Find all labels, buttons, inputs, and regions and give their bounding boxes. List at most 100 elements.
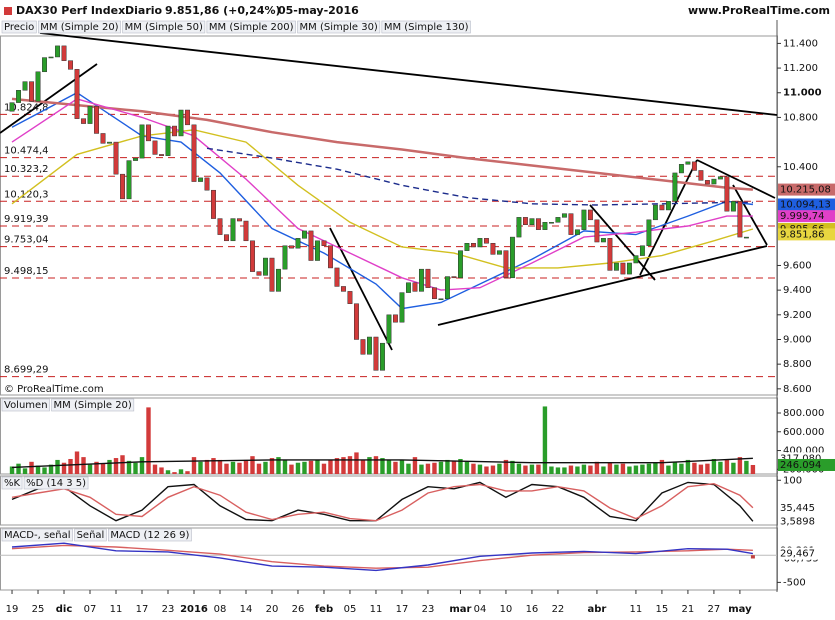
candle xyxy=(425,268,431,288)
trend-line xyxy=(696,159,776,199)
x-tick-label: 17 xyxy=(396,604,409,615)
x-tick-label: 11 xyxy=(630,604,643,615)
x-tick-label: 2016 xyxy=(180,604,208,615)
candle xyxy=(464,243,470,251)
volume-bar xyxy=(601,466,606,474)
value-box-label: 10.215,08 xyxy=(780,185,831,196)
candle xyxy=(633,255,639,264)
volume-bar xyxy=(425,463,431,474)
legend-label: MACD-, señal xyxy=(4,530,71,541)
candle xyxy=(672,172,678,202)
legend-box xyxy=(297,20,381,34)
volume-bar xyxy=(594,461,600,474)
candle xyxy=(308,230,314,261)
ma-line xyxy=(11,129,754,269)
volume-bar xyxy=(87,464,93,474)
candle xyxy=(269,257,275,292)
candle xyxy=(94,106,99,134)
candle xyxy=(529,218,535,226)
candle xyxy=(139,124,145,159)
candle xyxy=(113,141,119,175)
candle xyxy=(334,267,340,287)
candle xyxy=(594,219,600,243)
candle xyxy=(295,238,301,249)
candle xyxy=(399,292,405,323)
level-label: 9.498,15 xyxy=(4,266,49,277)
ma-line xyxy=(11,457,753,469)
volume-bar xyxy=(178,469,184,474)
candle xyxy=(68,60,73,70)
volume-bar xyxy=(646,463,652,474)
volume-bar xyxy=(458,458,463,474)
x-tick-label: 17 xyxy=(136,604,149,615)
volume-bar xyxy=(256,463,262,474)
candle xyxy=(315,240,320,261)
candle xyxy=(152,140,158,155)
volume-bar xyxy=(94,461,99,474)
volume-bar xyxy=(22,468,28,474)
x-tick-label: 21 xyxy=(682,604,695,615)
candle xyxy=(522,217,528,226)
volume-bar xyxy=(276,457,281,474)
x-tick-label: 20 xyxy=(266,604,279,615)
volume-bar xyxy=(159,467,164,474)
candle xyxy=(542,222,548,230)
volume-bar xyxy=(588,465,593,474)
volume-bar xyxy=(698,464,704,474)
candle xyxy=(496,250,502,255)
level-label: 10.824,8 xyxy=(4,102,49,113)
value-box xyxy=(778,501,835,514)
candle xyxy=(613,262,619,271)
candle xyxy=(535,218,541,230)
volume-bar xyxy=(263,461,268,474)
volume-bar xyxy=(341,457,346,474)
volume-bar xyxy=(510,460,515,474)
volume-bar xyxy=(165,470,171,474)
legend-box xyxy=(51,398,135,412)
ma-line xyxy=(11,482,754,522)
volume-bar xyxy=(432,462,437,474)
x-tick-label: 15 xyxy=(656,604,669,615)
candle xyxy=(698,170,704,181)
candle xyxy=(445,276,450,300)
candle xyxy=(678,164,684,174)
value-box xyxy=(778,547,835,560)
volume-bar xyxy=(406,463,411,474)
volume-bar xyxy=(133,462,138,474)
volume-bar xyxy=(367,457,372,474)
y-tick-label: 11.400 xyxy=(783,38,818,49)
candle xyxy=(574,229,580,235)
candle xyxy=(347,291,353,304)
candle xyxy=(438,298,444,301)
candle xyxy=(607,238,613,271)
trend-line xyxy=(437,245,768,326)
volume-bar xyxy=(120,455,125,474)
legend-box xyxy=(122,20,206,34)
y-tick-label: 8.600 xyxy=(783,384,812,395)
trend-line xyxy=(39,32,778,116)
candle xyxy=(685,161,691,165)
value-box-label: 9.999,74 xyxy=(780,211,825,222)
volume-bar xyxy=(555,467,561,474)
volume-bar xyxy=(477,464,483,474)
volume-bar xyxy=(750,464,756,474)
trend-line xyxy=(732,184,768,246)
candle xyxy=(328,245,333,269)
candle xyxy=(282,245,288,270)
y-tick-label: 600.000 xyxy=(783,427,824,438)
candle xyxy=(432,287,437,300)
volume-bar xyxy=(523,465,528,474)
period: Diario xyxy=(125,4,163,17)
y-tick-label: 9.400 xyxy=(783,285,812,296)
volume-bar xyxy=(354,452,359,474)
candle xyxy=(639,245,645,256)
volume-bar xyxy=(685,459,691,474)
histogram-bar xyxy=(750,555,755,559)
value-box-label: 246.094 xyxy=(780,460,821,471)
y-tick-label: 9.200 xyxy=(783,310,812,321)
x-tick-label: may xyxy=(728,604,752,615)
x-tick-label: 22 xyxy=(552,604,565,615)
x-tick-label: 04 xyxy=(474,604,487,615)
volume-bar xyxy=(614,464,619,474)
candle xyxy=(178,109,184,137)
